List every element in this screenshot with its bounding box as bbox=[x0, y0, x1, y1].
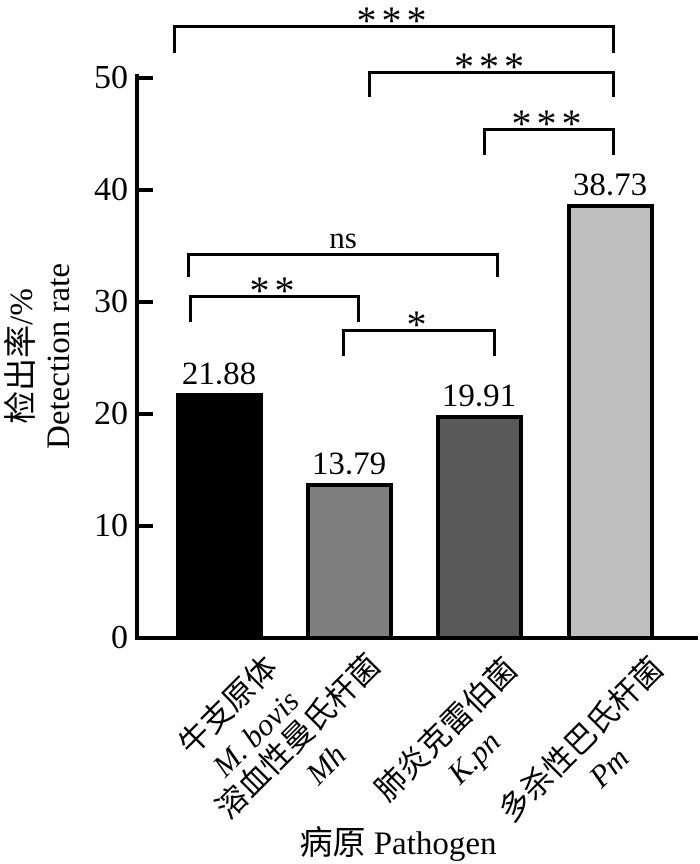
significance-bracket-2 bbox=[368, 71, 615, 97]
y-tick-label-10: 10 bbox=[94, 506, 128, 544]
bar-value-label-m-bovis: 21.88 bbox=[181, 355, 257, 392]
y-tick-mark-20 bbox=[139, 411, 153, 416]
y-tick-mark-10 bbox=[139, 523, 153, 528]
y-tick-mark-30 bbox=[139, 299, 153, 304]
significance-bracket-6 bbox=[342, 329, 496, 356]
significance-bracket-4 bbox=[187, 253, 499, 277]
significance-label-3: *** bbox=[511, 101, 587, 146]
bar-k-pn bbox=[436, 414, 523, 640]
x-axis-line bbox=[135, 636, 698, 640]
y-tick-label-0: 0 bbox=[111, 619, 128, 656]
y-tick-label-40: 40 bbox=[94, 170, 128, 208]
significance-label-2: *** bbox=[454, 44, 529, 89]
y-tick-mark-50 bbox=[139, 75, 153, 80]
significance-label-4: ns bbox=[329, 220, 357, 255]
y-tick-label-20: 20 bbox=[94, 394, 128, 432]
bar-value-label-pm: 38.73 bbox=[572, 166, 648, 203]
y-tick-label-30: 30 bbox=[94, 282, 128, 320]
bar-value-label-k-pn: 19.91 bbox=[441, 377, 517, 414]
significance-bracket-5 bbox=[189, 295, 360, 322]
bar-m-bovis bbox=[176, 392, 263, 640]
significance-label-1: *** bbox=[356, 0, 432, 43]
y-axis-line bbox=[135, 74, 139, 640]
bar-pm bbox=[567, 203, 654, 640]
bar-mh bbox=[306, 483, 393, 640]
significance-label-5: ** bbox=[249, 268, 300, 313]
significance-bracket-1 bbox=[173, 25, 615, 53]
significance-label-6: * bbox=[406, 302, 432, 347]
y-tick-mark-40 bbox=[139, 187, 153, 192]
bar-value-label-mh: 13.79 bbox=[311, 446, 387, 483]
x-axis-title: 病原 Pathogen bbox=[299, 826, 497, 862]
y-tick-label-50: 50 bbox=[94, 58, 128, 96]
y-axis-title-cn: 检出率/% bbox=[4, 288, 40, 424]
significance-bracket-3 bbox=[483, 128, 615, 155]
